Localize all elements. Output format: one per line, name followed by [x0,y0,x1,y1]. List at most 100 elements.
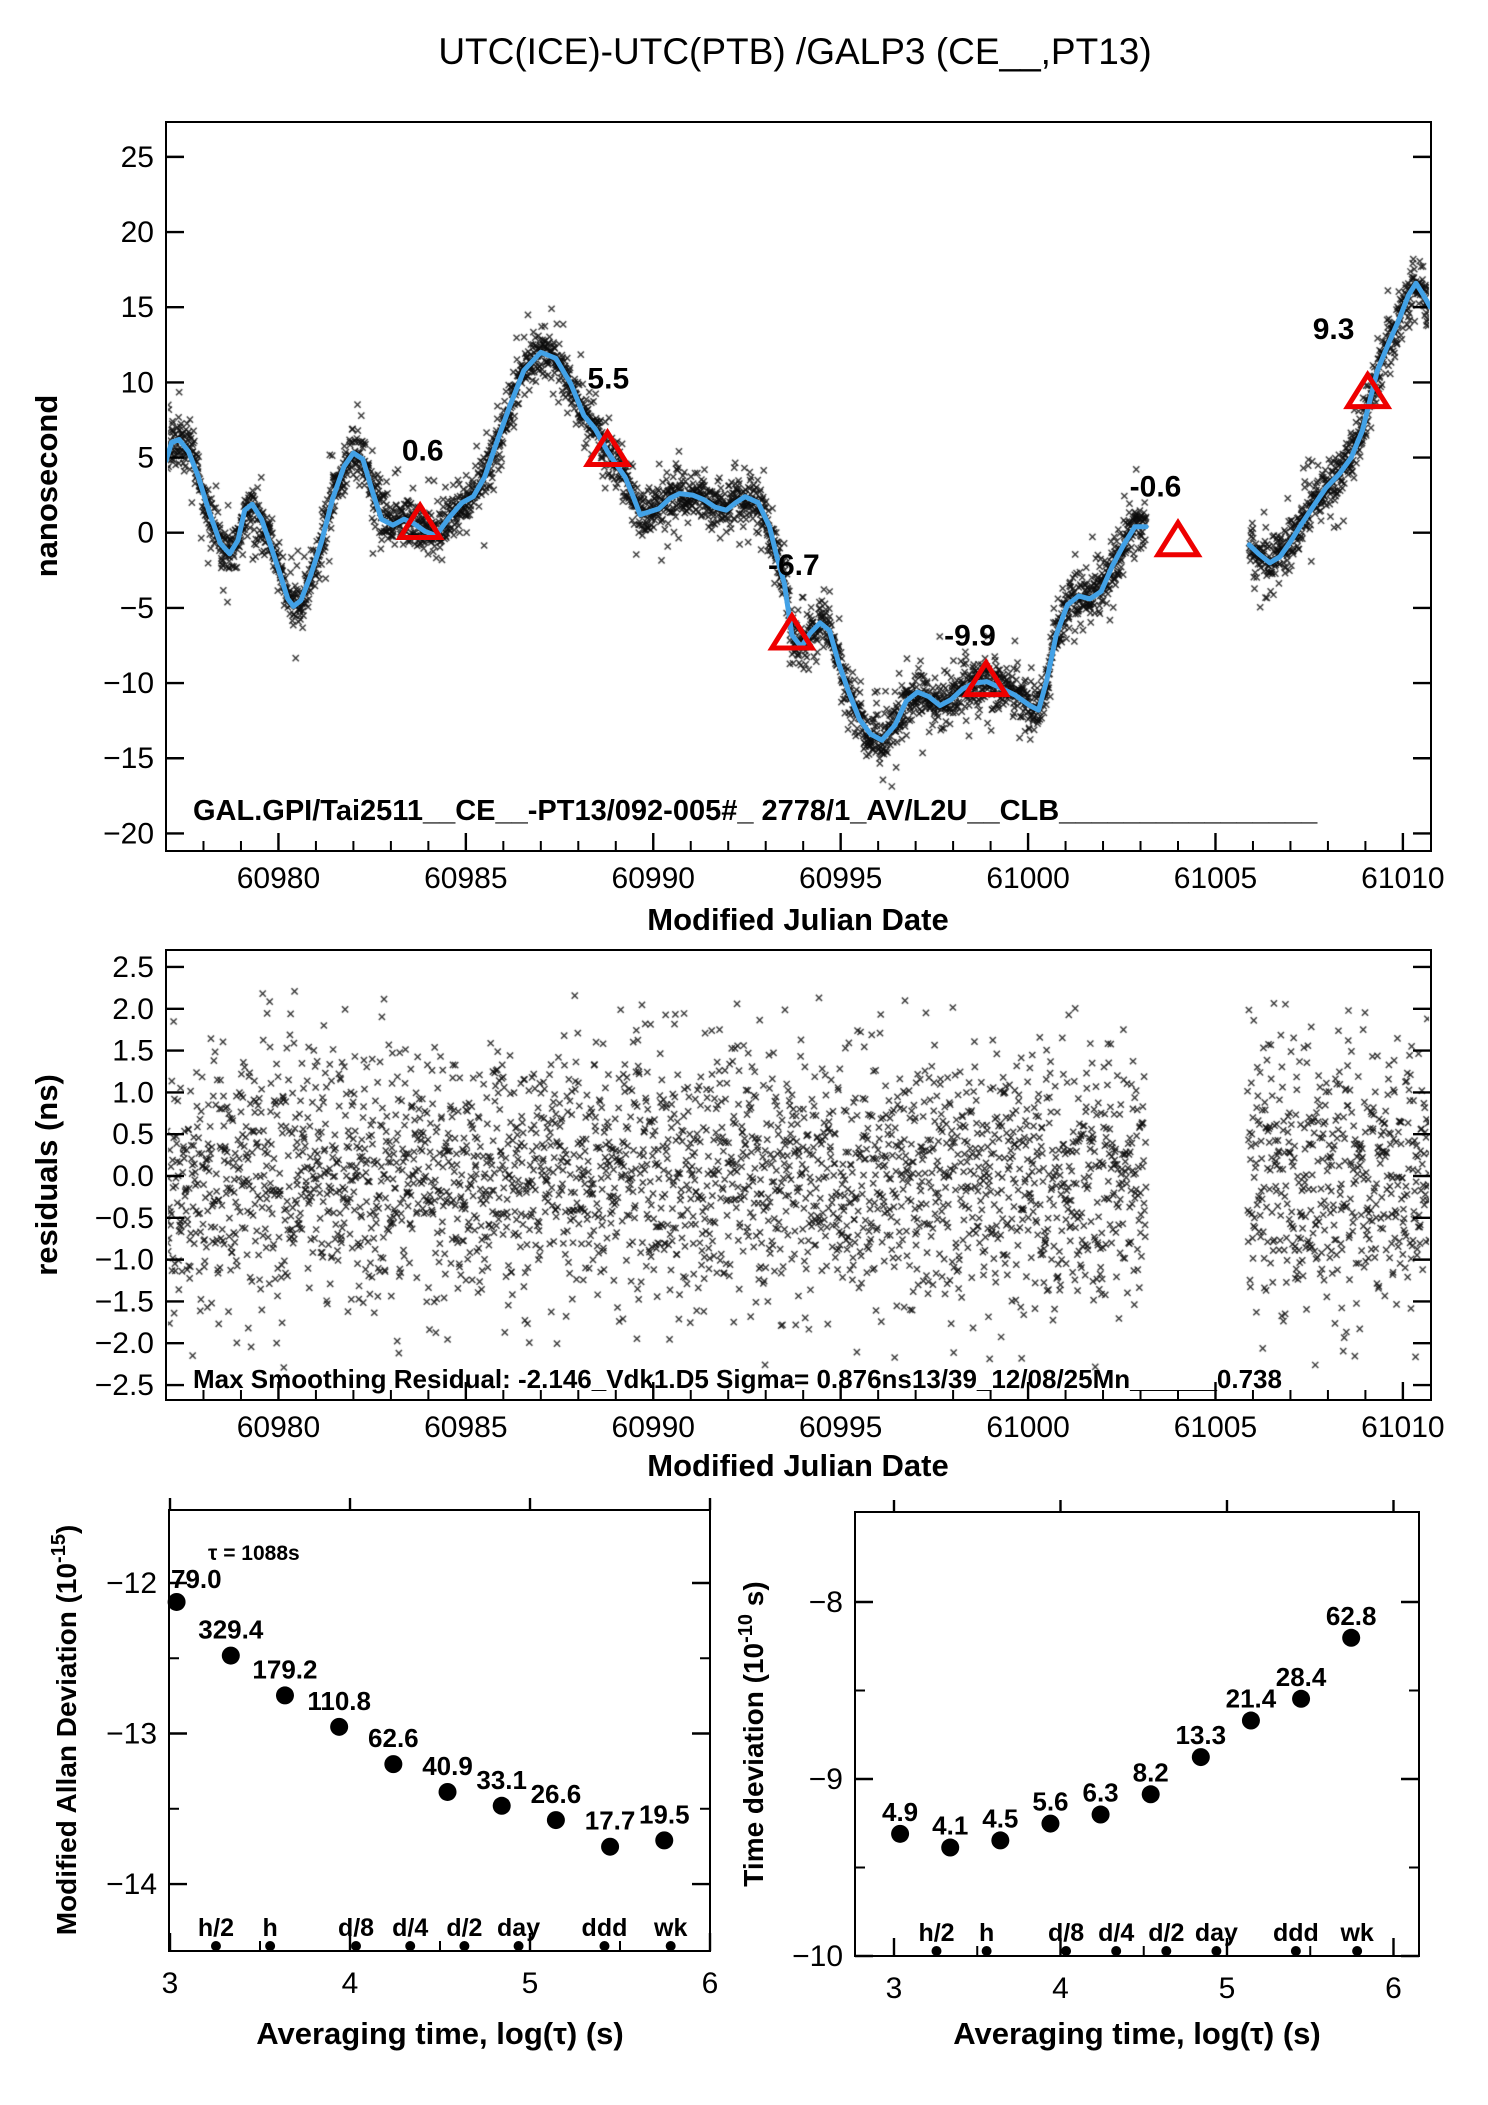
category-dot [665,1941,676,1951]
y-tick-label: 10 [121,366,154,399]
y-tick-label: 1.0 [112,1076,154,1109]
data-point [655,1831,674,1850]
category-dot [931,1946,942,1956]
point-value-label: 4.9 [882,1797,918,1827]
smoothed-curve [1246,280,1430,566]
data-point [384,1755,403,1774]
point-value-label: 28.4 [1276,1662,1327,1692]
y-tick-label: −9 [809,1763,843,1796]
category-label: ddd [1273,1919,1319,1947]
triangle-value-label: -9.9 [944,619,996,652]
point-value-label: 5.6 [1032,1787,1068,1817]
x-tick-label: 60985 [424,862,507,895]
mdev-yaxis-title: Modified Allan Deviation (10-15) [48,1525,82,1936]
x-tick-label: 61010 [1361,1411,1444,1444]
point-value-label: 329.4 [198,1615,264,1645]
category-dot [1290,1946,1301,1956]
triangle-value-label: 9.3 [1313,313,1355,346]
y-tick-label: −10 [792,1940,843,1973]
x-tick-label: 4 [1052,1972,1069,2005]
x-tick-label: 5 [522,1967,539,2000]
category-dot [1111,1946,1122,1956]
y-tick-label: 5 [137,442,154,475]
category-dot [599,1941,610,1951]
category-label: wk [1339,1919,1373,1947]
point-value-label: 110.8 [307,1686,371,1716]
point-value-label: 8.2 [1133,1757,1169,1787]
triangle-marker [583,427,633,468]
y-tick-label: 25 [121,141,154,174]
y-tick-label: −1.0 [95,1244,154,1277]
tdev-yaxis-title: Time deviation (10-10 s) [735,1581,769,1886]
point-value-label: 26.6 [531,1779,582,1809]
y-tick-label: −13 [106,1718,157,1751]
panel-border [165,121,1432,852]
x-tick-label: 3 [886,1972,903,2005]
y-tick-label: 20 [121,216,154,249]
category-label: day [497,1914,540,1942]
mdev-panel: −12 −13 −14 3 4 5 6 h/2 h d/8 d/4 d/2 day ddd wk 79.0 32… [106,1498,718,2000]
category-label: day [1195,1919,1238,1947]
panel-border [168,1509,711,1952]
data-point [1342,1628,1361,1647]
tdev-panel: −8 −9 −10 3 4 5 6 h/2 h d/8 d/4 d/2 day ddd wk 4.9 4.1 4.… [792,1500,1420,2005]
data-point [546,1811,565,1830]
x-tick-label: 60995 [799,862,882,895]
category-label: h/2 [198,1914,234,1942]
triangle-marker [1153,518,1203,558]
category-dot [513,1941,524,1951]
category-dot [981,1946,992,1956]
phase-yaxis-title: nanosecond [29,395,64,578]
point-value-label: 62.6 [368,1723,419,1753]
x-tick-label: 61010 [1361,862,1444,895]
category-label: ddd [582,1914,628,1942]
x-tick-label: 6 [1385,1972,1402,2005]
category-label: h [979,1919,994,1947]
phase-xaxis-title: Modified Julian Date [647,902,948,937]
point-value-label: 13.3 [1176,1720,1227,1750]
triangle-marker [1343,369,1393,410]
y-tick-label: 0.5 [112,1118,154,1151]
data-point [991,1831,1010,1850]
page-title: UTC(ICE)-UTC(PTB) /GALP3 (CE__,PT13) [438,31,1151,72]
phase-panel: 25 20 15 10 5 0 −5 −10 −15 −20 60980 60985 60990 6099… [103,121,1445,895]
category-label: d/4 [1098,1919,1134,1947]
data-point [221,1646,240,1665]
data-point [601,1837,620,1856]
y-tick-label: −8 [809,1586,843,1619]
category-dot [351,1941,362,1951]
y-tick-label: −2.5 [95,1369,154,1402]
x-tick-label: 61005 [1174,862,1257,895]
x-tick-label: 61000 [986,1411,1069,1444]
data-point [1091,1805,1110,1824]
mdev-legend-tau: τ = 1088s [208,1542,300,1565]
y-tick-label: −2.0 [95,1327,154,1360]
y-tick-label: −20 [103,817,154,850]
triangle-value-label: -0.6 [1130,471,1182,504]
y-tick-label: 1.5 [112,1035,154,1068]
data-point [1292,1689,1311,1708]
point-value-label: 6.3 [1083,1778,1119,1808]
residuals-annotation: Max Smoothing Residual: -2.146_Vdk1.D5 S… [193,1364,1282,1394]
category-dot [1352,1946,1363,1956]
x-tick-label: 60985 [424,1411,507,1444]
x-tick-label: 60980 [237,862,320,895]
y-tick-label: −15 [103,742,154,775]
data-point [167,1592,186,1611]
category-dot [1211,1946,1222,1956]
y-tick-label: 2.0 [112,993,154,1026]
tdev-xaxis-title: Averaging time, log(τ) (s) [953,2016,1321,2051]
x-tick-label: 61005 [1174,1411,1257,1444]
triangle-value-label: -6.7 [768,549,820,582]
data-point [492,1796,511,1815]
x-tick-label: 4 [342,1967,359,2000]
point-value-label: 21.4 [1226,1684,1277,1714]
data-point [1041,1814,1060,1833]
category-dot [459,1941,470,1951]
point-value-label: 40.9 [422,1751,473,1781]
y-tick-label: −0.5 [95,1202,154,1235]
point-value-label: 33.1 [476,1765,527,1795]
data-point [941,1838,960,1857]
point-value-label: 62.8 [1326,1601,1377,1631]
